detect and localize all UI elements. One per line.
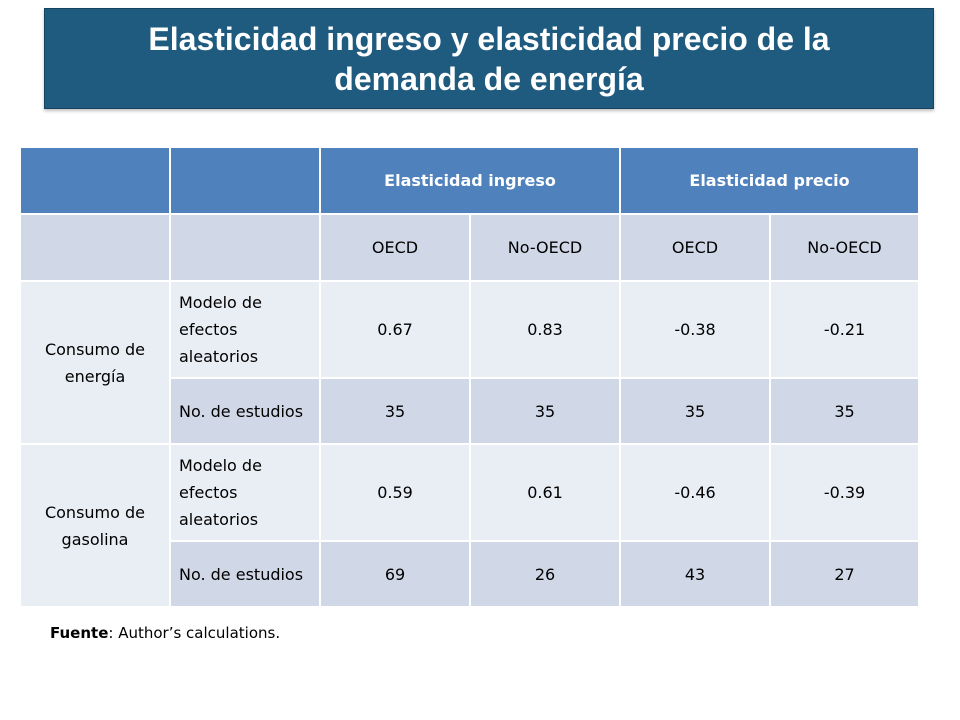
table-cell: 35 [319,377,471,445]
table-cell: 43 [619,540,772,608]
row-label: Modelo de efectos aleatorios [169,280,321,379]
header-empty-cell [19,146,171,215]
table-cell: 35 [619,377,772,445]
table-cell: 35 [468,377,622,445]
header-empty-cell [169,146,321,215]
elasticity-table: Elasticidad ingreso Elasticidad precio O… [19,146,921,608]
table-cell: 0.61 [468,443,622,542]
table-cell: -0.21 [769,280,921,379]
table-cell: 26 [468,540,622,608]
table-cell: -0.38 [619,280,772,379]
header-price-elasticity: Elasticidad precio [619,146,921,215]
table-cell: 0.83 [468,280,622,379]
table-cell: 0.59 [319,443,471,542]
table-header-row: Elasticidad ingreso Elasticidad precio [19,146,921,215]
title-banner: Elasticidad ingreso y elasticidad precio… [44,8,934,109]
header-income-elasticity: Elasticidad ingreso [318,146,622,215]
table-cell: -0.39 [769,443,921,542]
subheader-cell: OECD [319,213,471,282]
group-label-energy: Consumo de energía [19,280,171,445]
subheader-empty-cell [19,213,171,282]
table-cell: 69 [319,540,471,608]
source-text: : Author’s calculations. [108,624,281,642]
subheader-empty-cell [169,213,321,282]
row-label: Modelo de efectos aleatorios [169,443,321,542]
table-row: No. de estudios 35 35 35 35 [20,377,921,445]
table-cell: 0.67 [319,280,471,379]
table-cell: -0.46 [619,443,772,542]
row-label: No. de estudios [169,540,321,608]
row-label: No. de estudios [169,377,321,445]
subheader-cell: No-OECD [468,213,622,282]
source-note: Fuente: Author’s calculations. [50,624,280,642]
table-row: No. de estudios 69 26 43 27 [20,540,921,608]
page-title: Elasticidad ingreso y elasticidad precio… [148,20,830,97]
group-label-gasoline: Consumo de gasolina [19,443,171,608]
subheader-cell: OECD [619,213,772,282]
table-cell: 27 [769,540,921,608]
source-label: Fuente [50,624,109,642]
table-subheader-row: OECD No-OECD OECD No-OECD [19,213,921,282]
table-row: Consumo de gasolina Modelo de efectos al… [19,443,921,608]
table-row: Consumo de energía Modelo de efectos ale… [19,280,921,445]
subheader-cell: No-OECD [769,213,921,282]
table-cell: 35 [769,377,921,445]
